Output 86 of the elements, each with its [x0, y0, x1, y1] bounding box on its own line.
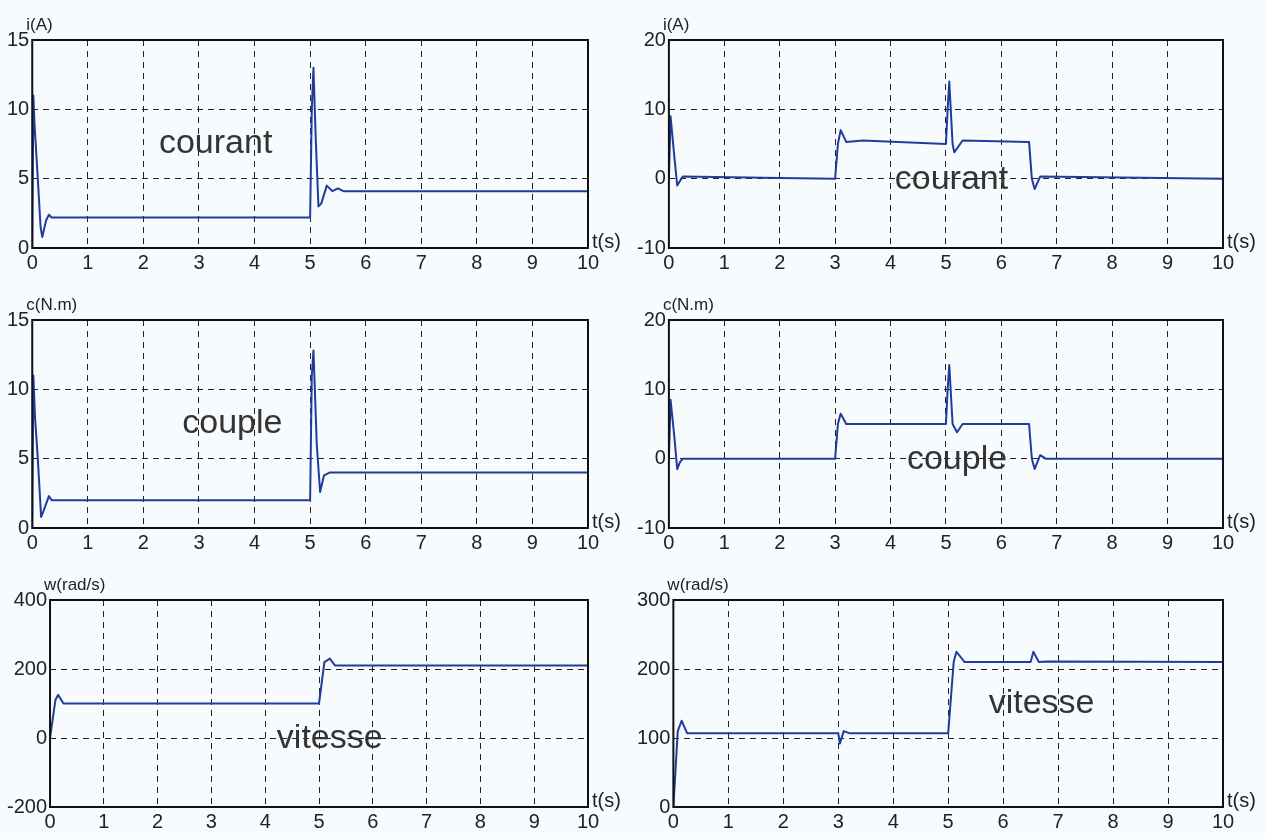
x-tick-label: 2: [774, 530, 786, 553]
y-tick-label: 0: [654, 166, 666, 189]
x-tick-label: 10: [576, 530, 600, 553]
x-tick-label: 8: [474, 809, 486, 832]
x-tick-label: 2: [152, 809, 164, 832]
x-tick-label: 5: [940, 530, 952, 553]
x-tick-label: 4: [884, 250, 897, 273]
x-tick-label: 9: [526, 530, 538, 553]
x-tick-label: 5: [940, 250, 952, 273]
x-tick-label: 6: [367, 809, 379, 832]
y-tick-label: -10: [637, 235, 666, 258]
x-tick-label: 9: [528, 809, 540, 832]
x-tick-label: 8: [1107, 809, 1119, 832]
x-tick-label: 7: [1051, 530, 1063, 553]
annotation: couple: [182, 402, 283, 441]
y-tick-label: 0: [35, 725, 48, 748]
x-tick-label: 7: [415, 250, 427, 273]
y-tick-label: 200: [13, 656, 48, 679]
x-tick-label: 8: [1106, 250, 1118, 273]
annotation: vitesse: [988, 681, 1095, 720]
x-tick-label: 2: [777, 809, 789, 832]
x-axis-title: t(s): [592, 509, 621, 532]
x-axis-title: t(s): [592, 788, 621, 811]
x-tick-label: 6: [995, 250, 1007, 273]
x-tick-label: 10: [1211, 809, 1235, 832]
x-tick-label: 3: [193, 250, 205, 273]
y-tick-label: 10: [7, 376, 30, 399]
x-tick-label: 1: [722, 809, 734, 832]
x-tick-label: 1: [718, 250, 730, 273]
x-tick-label: 3: [205, 809, 217, 832]
annotation: courant: [894, 157, 1009, 196]
x-tick-label: 4: [884, 530, 897, 553]
x-tick-label: 4: [248, 250, 261, 273]
annotation: courant: [158, 122, 273, 161]
x-axis-title: t(s): [1227, 229, 1256, 252]
annotation: vitesse: [276, 717, 383, 756]
x-tick-label: 3: [832, 809, 844, 832]
x-tick-label: 8: [1106, 530, 1118, 553]
x-tick-label: 5: [313, 809, 325, 832]
x-tick-label: 4: [887, 809, 899, 832]
y-tick-label: 10: [643, 96, 666, 119]
x-tick-label: 5: [304, 250, 316, 273]
x-tick-label: 7: [415, 530, 427, 553]
x-tick-label: 6: [995, 530, 1007, 553]
x-tick-label: 9: [1162, 250, 1174, 273]
x-tick-label: 10: [576, 809, 600, 832]
x-tick-label: 3: [829, 530, 841, 553]
x-tick-label: 10: [1211, 530, 1235, 553]
x-tick-label: 7: [421, 809, 433, 832]
y-tick-label: -10: [637, 515, 666, 538]
x-tick-label: 2: [774, 250, 786, 273]
y-tick-label: 5: [18, 446, 30, 469]
x-tick-label: 4: [248, 530, 261, 553]
x-tick-label: 1: [98, 809, 110, 832]
x-tick-label: 8: [471, 250, 483, 273]
x-tick-label: 6: [360, 530, 372, 553]
x-tick-label: 1: [82, 250, 94, 273]
y-tick-label: 200: [636, 656, 671, 679]
y-tick-label: 10: [643, 376, 666, 399]
x-axis-title: t(s): [1227, 509, 1256, 532]
x-tick-label: 10: [576, 250, 600, 273]
x-tick-label: 8: [471, 530, 483, 553]
x-tick-label: 10: [1211, 250, 1235, 273]
x-tick-label: 9: [1162, 530, 1174, 553]
x-tick-label: 3: [829, 250, 841, 273]
x-tick-label: 9: [526, 250, 538, 273]
y-tick-label: 0: [654, 446, 666, 469]
x-tick-label: 5: [942, 809, 954, 832]
x-tick-label: 9: [1162, 809, 1174, 832]
x-tick-label: 5: [304, 530, 316, 553]
x-tick-label: 6: [360, 250, 372, 273]
x-tick-label: 6: [997, 809, 1009, 832]
y-tick-label: 100: [636, 725, 671, 748]
x-tick-label: 2: [137, 250, 149, 273]
x-tick-label: 1: [718, 530, 730, 553]
x-tick-label: 1: [82, 530, 94, 553]
y-tick-label: 5: [18, 166, 30, 189]
x-tick-label: 7: [1051, 250, 1063, 273]
x-tick-label: 2: [137, 530, 149, 553]
y-tick-label: 10: [7, 96, 30, 119]
annotation: couple: [906, 437, 1008, 476]
x-axis-title: t(s): [1227, 788, 1256, 811]
x-tick-label: 4: [259, 809, 271, 832]
x-tick-label: 7: [1052, 809, 1064, 832]
x-axis-title: t(s): [592, 229, 621, 252]
x-tick-label: 3: [193, 530, 205, 553]
